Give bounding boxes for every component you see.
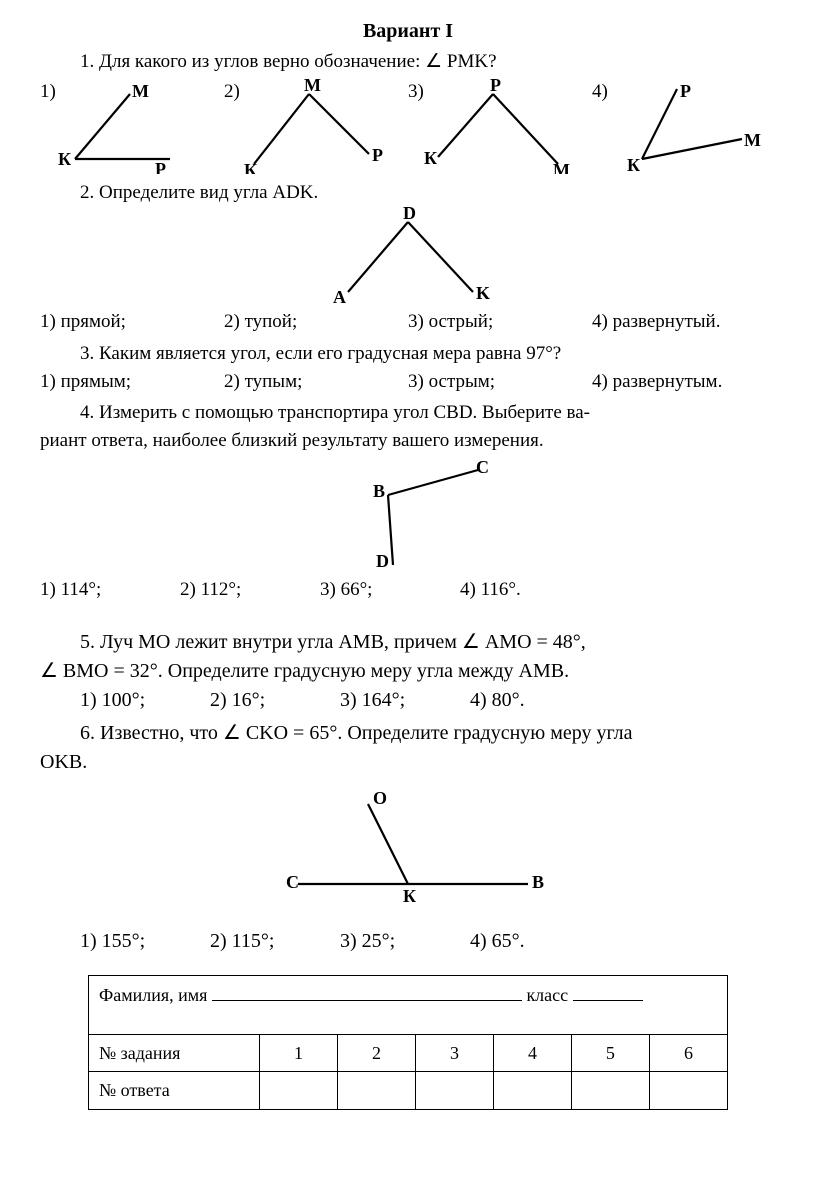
q5-line1: 5. Луч MO лежит внутри угла AMB, причем …	[40, 629, 776, 656]
variant-title: Вариант I	[40, 18, 776, 45]
answer-cell-4[interactable]	[493, 1072, 571, 1109]
q4-opt-2: 2) 112°;	[180, 577, 320, 603]
answer-table: Фамилия, имя класс № задания 1 2 3 4 5 6…	[88, 975, 728, 1110]
q4-line2: риант ответа, наиболее близкий результат…	[10, 428, 776, 454]
answer-cell-5[interactable]	[571, 1072, 649, 1109]
q5-opt-4: 4) 80°.	[470, 687, 600, 714]
angle-svg-2: M К P	[224, 79, 394, 174]
label-P: P	[490, 79, 501, 95]
col-3: 3	[415, 1035, 493, 1072]
q3-text: 3. Каким является угол, если его градусн…	[40, 341, 776, 367]
q1-num-1: 1)	[40, 79, 56, 105]
q6-options: 1) 155°; 2) 115°; 3) 25°; 4) 65°.	[80, 928, 600, 955]
label-B: B	[532, 872, 544, 892]
label-P: P	[680, 81, 691, 101]
q1-num-3: 3)	[408, 79, 424, 105]
name-cell[interactable]: Фамилия, имя класс	[89, 976, 728, 1035]
q1-text: 1. Для какого из углов верно обозначение…	[40, 49, 776, 75]
q6-opt-1: 1) 155°;	[80, 928, 210, 955]
label-K: К	[424, 148, 437, 168]
q6-opt-3: 3) 25°;	[340, 928, 470, 955]
answer-cell-3[interactable]	[415, 1072, 493, 1109]
q6-line2: OKB.	[40, 749, 776, 776]
q1-num-2: 2)	[224, 79, 240, 105]
task-num-row: № задания 1 2 3 4 5 6	[89, 1035, 728, 1072]
col-6: 6	[649, 1035, 727, 1072]
col-1: 1	[260, 1035, 338, 1072]
col-2: 2	[337, 1035, 415, 1072]
col-4: 4	[493, 1035, 571, 1072]
col-5: 5	[571, 1035, 649, 1072]
q3-opt-4: 4) развернутым.	[592, 369, 776, 395]
label-C: C	[286, 872, 299, 892]
answer-cell-2[interactable]	[337, 1072, 415, 1109]
q2-options: 1) прямой; 2) тупой; 3) острый; 4) разве…	[40, 309, 776, 335]
task-label: № задания	[89, 1035, 260, 1072]
label-D: D	[403, 207, 416, 223]
answer-cell-6[interactable]	[649, 1072, 727, 1109]
q2-opt-3: 3) острый;	[408, 309, 592, 335]
label-K: К	[244, 160, 257, 174]
q5-opt-1: 1) 100°;	[80, 687, 210, 714]
label-M: M	[744, 130, 761, 150]
q6-line1: 6. Известно, что ∠ CKO = 65°. Определите…	[40, 720, 776, 747]
q1-diagram-4: 4) P К M	[592, 79, 776, 174]
q6-opt-4: 4) 65°.	[470, 928, 600, 955]
q4-diagram-wrap: B C D	[40, 455, 776, 575]
q3-options: 1) прямым; 2) тупым; 3) острым; 4) разве…	[40, 369, 776, 395]
label-D: D	[376, 551, 389, 571]
name-row: Фамилия, имя класс	[89, 976, 728, 1035]
q3-opt-1: 1) прямым;	[40, 369, 224, 395]
class-label: класс	[526, 985, 568, 1005]
q1-diagram-2: 2) M К P	[224, 79, 408, 174]
q1-diagram-1: 1) M К P	[40, 79, 224, 174]
label-M: M	[553, 160, 570, 174]
q2-text: 2. Определите вид угла ADK.	[40, 180, 776, 206]
q4-opt-3: 3) 66°;	[320, 577, 460, 603]
label-B: B	[373, 481, 385, 501]
q6-diagram-wrap: O C К B	[40, 784, 776, 914]
q1-num-4: 4)	[592, 79, 608, 105]
q5-line2: ∠ BMO = 32°. Определите градусную меру у…	[40, 658, 776, 685]
q1-diagram-3: 3) P К M	[408, 79, 592, 174]
angle-cbd-svg: B C D	[288, 455, 528, 575]
label-A: A	[333, 287, 346, 307]
q2-opt-2: 2) тупой;	[224, 309, 408, 335]
worksheet-page: Вариант I 1. Для какого из углов верно о…	[0, 0, 816, 1182]
q4-opt-4: 4) 116°.	[460, 577, 600, 603]
q2-opt-4: 4) развернутый.	[592, 309, 776, 335]
angle-svg-3: P К M	[408, 79, 578, 174]
q3-opt-3: 3) острым;	[408, 369, 592, 395]
label-C: C	[476, 457, 489, 477]
q4-opt-1: 1) 114°;	[40, 577, 180, 603]
q4-options: 1) 114°; 2) 112°; 3) 66°; 4) 116°.	[40, 577, 600, 603]
answer-label: № ответа	[89, 1072, 260, 1109]
label-K: К	[627, 155, 640, 174]
q3-opt-2: 2) тупым;	[224, 369, 408, 395]
q4-line1: 4. Измерить с помощью транспортира угол …	[40, 400, 776, 426]
angle-svg-1: M К P	[40, 79, 210, 174]
angle-okb-svg: O C К B	[248, 784, 568, 914]
label-O: O	[373, 788, 387, 808]
label-K: К	[58, 149, 71, 169]
q5-opt-2: 2) 16°;	[210, 687, 340, 714]
q2-diagram-wrap: D A K	[40, 207, 776, 307]
label-P: P	[372, 145, 383, 165]
label-K: К	[403, 886, 416, 906]
label-P: P	[155, 159, 166, 174]
label-M: M	[304, 79, 321, 95]
label-M: M	[132, 81, 149, 101]
q5-options: 1) 100°; 2) 16°; 3) 164°; 4) 80°.	[80, 687, 600, 714]
q6-opt-2: 2) 115°;	[210, 928, 340, 955]
answer-num-row: № ответа	[89, 1072, 728, 1109]
angle-adk-svg: D A K	[278, 207, 538, 307]
name-label: Фамилия, имя	[99, 985, 207, 1005]
q1-diagrams: 1) M К P 2) M К P 3) P	[40, 79, 776, 174]
q5-opt-3: 3) 164°;	[340, 687, 470, 714]
q2-opt-1: 1) прямой;	[40, 309, 224, 335]
angle-svg-4: P К M	[592, 79, 762, 174]
label-K: K	[476, 283, 490, 303]
answer-cell-1[interactable]	[260, 1072, 338, 1109]
